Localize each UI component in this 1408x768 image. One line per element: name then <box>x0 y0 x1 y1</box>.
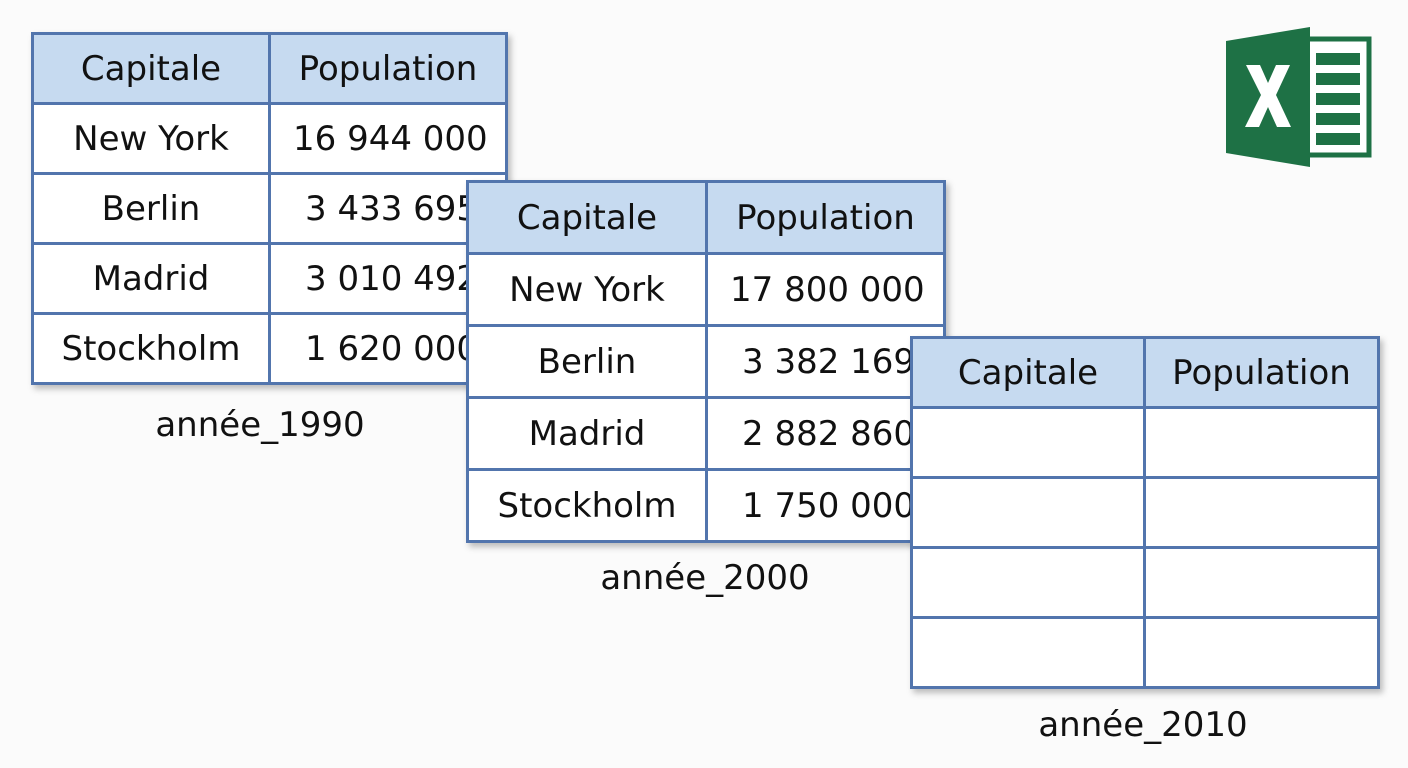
table-row: New York 16 944 000 <box>31 102 508 175</box>
table-row: Berlin 3 433 695 <box>31 172 508 245</box>
table-row <box>910 546 1380 619</box>
excel-icon <box>1226 27 1372 167</box>
header-cell: Population <box>1143 336 1380 409</box>
header-cell: Population <box>705 180 946 255</box>
table-caption: année_1990 <box>155 405 365 445</box>
table-cell: 17 800 000 <box>705 252 946 327</box>
header-cell: Capitale <box>466 180 708 255</box>
data-table: Capitale Population <box>910 336 1380 689</box>
header-row: Capitale Population <box>31 32 508 105</box>
table-cell: Stockholm <box>31 312 271 385</box>
empty-cell <box>1143 616 1380 689</box>
table-cell: Madrid <box>466 396 708 471</box>
table-cell: Berlin <box>466 324 708 399</box>
table-row: Stockholm 1 750 000 <box>466 468 946 543</box>
table-row: Madrid 2 882 860 <box>466 396 946 471</box>
table-row <box>910 406 1380 479</box>
table-cell: Madrid <box>31 242 271 315</box>
header-row: Capitale Population <box>910 336 1380 409</box>
table-cell: New York <box>31 102 271 175</box>
data-table: Capitale Population New York 16 944 000 Berl… <box>31 32 508 385</box>
table-caption: année_2000 <box>600 558 810 598</box>
empty-cell <box>910 546 1146 619</box>
table-cell: 1 750 000 <box>705 468 946 543</box>
header-row: Capitale Population <box>466 180 946 255</box>
table-cell: Stockholm <box>466 468 708 543</box>
table-cell: 3 382 169 <box>705 324 946 399</box>
empty-cell <box>1143 546 1380 619</box>
table-cell: 2 882 860 <box>705 396 946 471</box>
table-cell: New York <box>466 252 708 327</box>
table-row: New York 17 800 000 <box>466 252 946 327</box>
header-cell: Population <box>268 32 508 105</box>
table-row <box>910 616 1380 689</box>
empty-cell <box>910 616 1146 689</box>
header-cell: Capitale <box>31 32 271 105</box>
empty-cell <box>1143 476 1380 549</box>
empty-cell <box>910 476 1146 549</box>
empty-cell <box>1143 406 1380 479</box>
table-row: Madrid 3 010 492 <box>31 242 508 315</box>
data-table: Capitale Population New York 17 800 000 Berl… <box>466 180 946 543</box>
header-cell: Capitale <box>910 336 1146 409</box>
table-row: Berlin 3 382 169 <box>466 324 946 399</box>
table-cell: Berlin <box>31 172 271 245</box>
table-row <box>910 476 1380 549</box>
table-caption: année_2010 <box>1038 705 1248 745</box>
table-cell: 16 944 000 <box>268 102 508 175</box>
table-row: Stockholm 1 620 000 <box>31 312 508 385</box>
empty-cell <box>910 406 1146 479</box>
